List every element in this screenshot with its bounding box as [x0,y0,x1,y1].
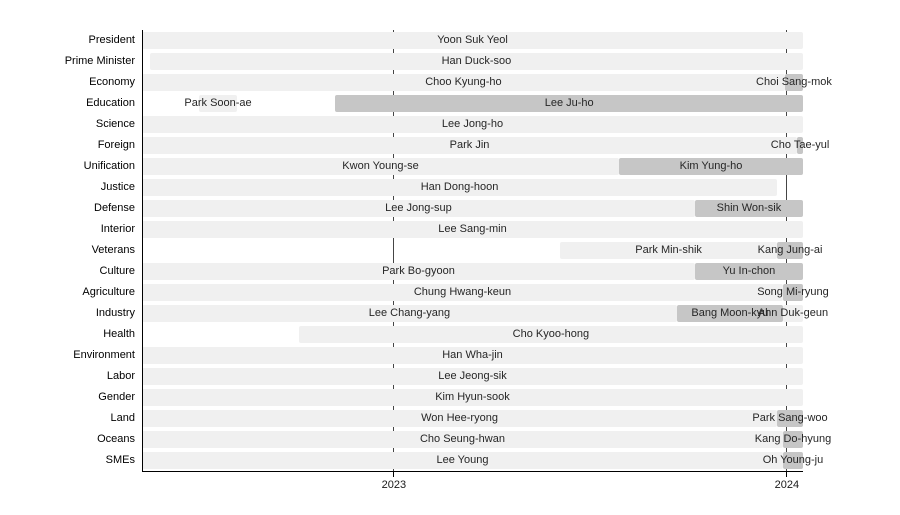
gantt-bar [142,452,783,469]
gantt-bar [694,200,803,217]
row-label-defense: Defense [94,202,135,214]
x-axis-tick-2024 [786,472,788,477]
gantt-bar-label: Han Duck-soo [441,55,512,67]
gantt-bar-label: Cho Tae-yul [770,139,830,151]
gantt-bar-label: Lee Chang-yang [368,307,451,319]
gantt-bar [142,200,695,217]
gantt-bar-label: Lee Young [436,454,489,466]
gantt-bar [142,221,803,238]
gantt-bar [619,158,803,175]
gantt-bar-label: Won Hee-ryong [421,412,498,424]
gantt-bar [142,368,803,385]
row-label-health: Health [103,328,135,340]
gantt-bar-label: Park Jin [449,139,490,151]
gantt-bar-label: Cho Kyoo-hong [512,328,590,340]
gantt-bar-label: Lee Ju-ho [544,97,594,109]
x-axis-tick-2023 [393,472,395,477]
gantt-bar [676,305,783,322]
gantt-bar-label: Kang Do-hyung [754,433,832,445]
gantt-bar-label: Song Mi-ryung [757,286,829,298]
gantt-bar [784,74,803,91]
gantt-bar-label: Ahn Duk-geun [757,307,829,319]
year-gridline-2023 [393,30,395,471]
gantt-bar [298,326,803,343]
gantt-bar-label: Han Wha-jin [442,349,503,361]
gantt-bar [198,95,238,112]
gantt-bar [142,305,677,322]
gantt-bar [142,158,620,175]
gantt-bar-label: Oh Young-ju [762,454,824,466]
row-label-oceans: Oceans [97,433,135,445]
gantt-bar [142,32,803,49]
gantt-bar [142,410,778,427]
gantt-bar-label: Chung Hwang-keun [413,286,512,298]
y-axis-spine [142,30,143,471]
gantt-bar-label: Lee Jong-ho [441,118,504,130]
x-axis-tick-label-2023: 2023 [381,479,407,491]
gantt-bar [142,137,798,154]
gantt-bar-label: Kim Yung-ho [679,160,743,172]
gantt-bar [142,347,803,364]
gantt-bar [142,116,803,133]
gantt-bar-label: Cho Seung-hwan [419,433,505,445]
gantt-bar-label: Yoon Suk Yeol [437,34,508,46]
row-label-justice: Justice [100,181,135,193]
gantt-bar-label: Lee Jeong-sik [438,370,507,382]
row-label-economy: Economy [89,76,135,88]
row-label-unification: Unification [83,160,135,172]
gantt-bar-label: Park Soon-ae [184,97,252,109]
row-label-agriculture: Agriculture [82,286,135,298]
gantt-bar-label: Choi Sang-mok [756,76,832,88]
gantt-bar-label: Kwon Young-se [342,160,419,172]
gantt-bar [560,242,778,259]
gantt-bar-label: Yu In-chon [722,265,776,277]
gantt-bar [142,284,783,301]
gantt-bar [777,242,803,259]
gantt-bar [142,389,803,406]
row-label-science: Science [95,118,135,130]
row-label-culture: Culture [99,265,135,277]
row-label-smes: SMEs [105,454,135,466]
gantt-bar-label: Park Bo-gyoon [382,265,455,277]
x-axis-line [142,471,803,472]
row-label-labor: Labor [106,370,135,382]
gantt-bar [782,431,803,448]
row-label-education: Education [86,97,135,109]
row-label-interior: Interior [100,223,135,235]
gantt-bar [797,137,803,154]
gantt-bar [777,410,803,427]
gantt-bar-label: Park Sang-woo [752,412,828,424]
row-label-veterans: Veterans [91,244,135,256]
row-label-environment: Environment [73,349,135,361]
gantt-bar [782,305,803,322]
gantt-bar [142,431,783,448]
gantt-bar [142,179,778,196]
gantt-bar-label: Kang Jung-ai [757,244,823,256]
gantt-bar [782,284,803,301]
gantt-bar-label: Han Dong-hoon [420,181,499,193]
row-label-gender: Gender [98,391,135,403]
gantt-bar [335,95,803,112]
gantt-bar [142,263,695,280]
gantt-bar-label: Lee Sang-min [438,223,507,235]
gantt-bar [142,74,785,91]
row-label-president: President [88,34,135,46]
row-label-industry: Industry [95,307,135,319]
gantt-bar-label: Kim Hyun-sook [435,391,510,403]
row-label-foreign: Foreign [97,139,135,151]
gantt-bar-label: Choo Kyung-ho [425,76,502,88]
row-label-land: Land [110,412,135,424]
gantt-bar [694,263,803,280]
gantt-bar [782,452,803,469]
gantt-bar-label: Shin Won-sik [716,202,782,214]
x-axis-tick-label-2024: 2024 [774,479,800,491]
row-label-prime-minister: Prime Minister [64,55,135,67]
gantt-bar [149,53,803,70]
gantt-bar-label: Park Min-shik [635,244,702,256]
gantt-bar-label: Lee Jong-sup [385,202,452,214]
gantt-bar-label: Bang Moon-kyu [691,307,769,319]
